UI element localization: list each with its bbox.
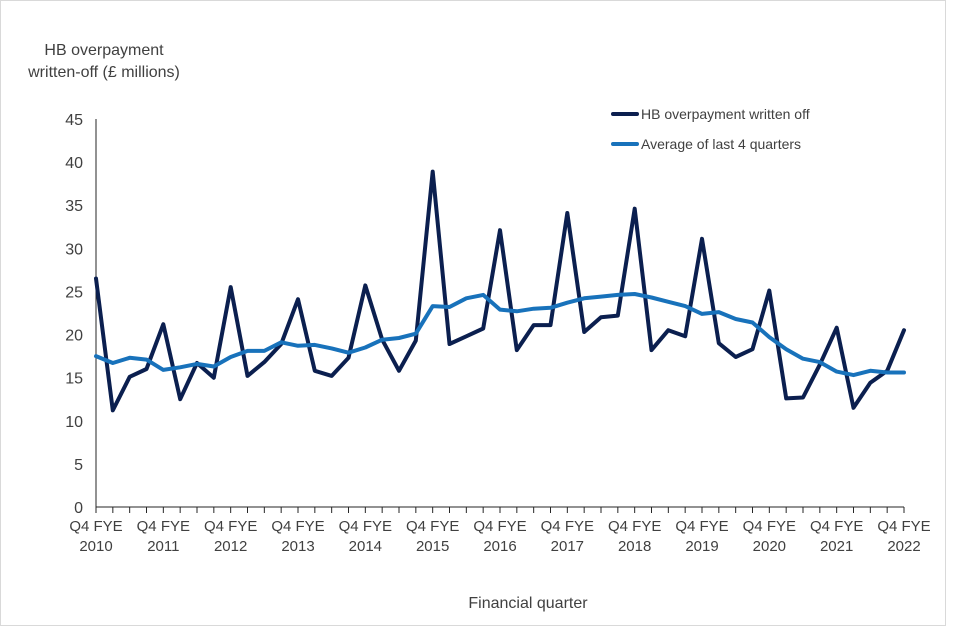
y-axis-title-line-2: written-off (£ millions) <box>27 64 180 81</box>
x-tick-label: Q4 FYE <box>541 518 594 535</box>
y-tick-label: 30 <box>65 241 83 258</box>
x-tick-label-year: 2011 <box>147 538 179 555</box>
x-tick-label-year: 2012 <box>214 538 247 555</box>
x-tick-label: Q4 FYE <box>473 518 526 535</box>
y-axis-title-line-1: HB overpayment <box>44 42 164 59</box>
y-tick-label: 45 <box>65 112 83 129</box>
x-tick-label-year: 2021 <box>820 538 853 555</box>
axes <box>95 119 904 508</box>
x-tick-label-year: 2010 <box>79 538 112 555</box>
x-tick-label-year: 2015 <box>416 538 449 555</box>
x-axis-title: Financial quarter <box>468 595 588 612</box>
series-line-2 <box>94 292 906 378</box>
x-tick-label: Q4 FYE <box>204 518 257 535</box>
x-tick-label-year: 2013 <box>281 538 314 555</box>
x-tick-label: Q4 FYE <box>877 518 930 535</box>
y-axis-ticks: 0 5 10 15 20 25 30 35 40 45 <box>65 112 83 517</box>
y-tick-label: 25 <box>65 284 83 301</box>
x-tick-label: Q4 FYE <box>137 518 190 535</box>
x-axis-ticks: Q4 FYE 2010 Q4 FYE 2011 Q4 FYE 2012 Q4 FYE 2013… <box>69 507 931 555</box>
line-chart: HB overpayment written-off (£ millions) … <box>27 42 931 612</box>
x-tick-label-year: 2017 <box>551 538 584 555</box>
x-tick-label-year: 2020 <box>753 538 786 555</box>
series-line-1 <box>94 169 906 413</box>
x-tick-label: Q4 FYE <box>271 518 324 535</box>
y-tick-label: 10 <box>65 414 83 431</box>
legend-label-series-2: Average of last 4 quarters <box>641 136 801 152</box>
x-tick-label: Q4 FYE <box>810 518 863 535</box>
chart-frame: HB overpayment written-off (£ millions) … <box>0 0 946 626</box>
x-tick-label-year: 2018 <box>618 538 651 555</box>
x-tick-label: Q4 FYE <box>339 518 392 535</box>
series-lines <box>94 169 906 413</box>
x-tick-label: Q4 FYE <box>675 518 728 535</box>
y-tick-label: 0 <box>74 500 83 517</box>
x-tick-label-year: 2014 <box>349 538 382 555</box>
legend: HB overpayment written off Average of la… <box>611 106 810 152</box>
y-tick-label: 15 <box>65 371 83 388</box>
x-tick-label-year: 2019 <box>685 538 718 555</box>
x-tick-label: Q4 FYE <box>743 518 796 535</box>
x-tick-label-year: 2022 <box>887 538 920 555</box>
y-tick-label: 40 <box>65 155 83 172</box>
x-tick-label: Q4 FYE <box>406 518 459 535</box>
x-tick-label: Q4 FYE <box>69 518 122 535</box>
y-tick-label: 35 <box>65 198 83 215</box>
x-tick-label: Q4 FYE <box>608 518 661 535</box>
x-tick-label-year: 2016 <box>483 538 516 555</box>
y-tick-label: 20 <box>65 328 83 345</box>
y-tick-label: 5 <box>74 457 83 474</box>
legend-label-series-1: HB overpayment written off <box>641 106 810 122</box>
